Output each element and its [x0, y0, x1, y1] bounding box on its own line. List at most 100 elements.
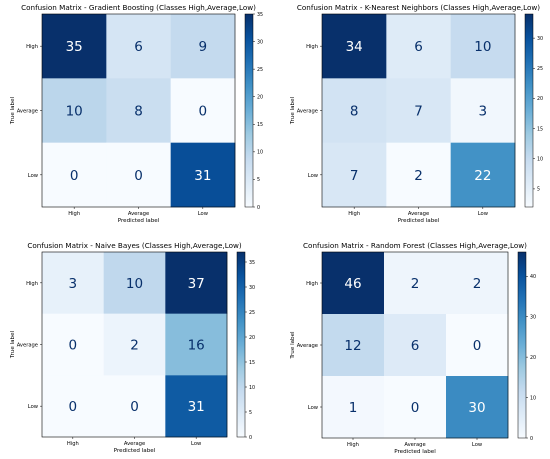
- x-tick-label: High: [348, 211, 360, 217]
- x-axis-label: Predicted label: [118, 218, 160, 224]
- confusion-matrix-panel-1: Confusion Matrix - Gradient Boosting (Cl…: [10, 3, 263, 224]
- x-tick-label: Low: [198, 211, 209, 217]
- y-tick-label: High: [26, 281, 38, 287]
- x-tick-label: Average: [408, 211, 429, 217]
- cell-value-label: 12: [344, 338, 361, 354]
- y-tick-label: Average: [297, 343, 318, 349]
- y-tick-label: High: [306, 44, 318, 50]
- colorbar-tick-label: 10: [257, 150, 263, 156]
- cell-value-label: 30: [468, 400, 485, 416]
- colorbar-tick-label: 0: [530, 436, 533, 442]
- colorbar-tick-label: 20: [530, 355, 536, 361]
- x-axis-label: Predicted label: [394, 449, 436, 455]
- heatmap-cell: [384, 314, 447, 377]
- heatmap-cell: [386, 14, 451, 79]
- heatmap-cell: [106, 142, 171, 208]
- cell-value-label: 22: [474, 168, 491, 184]
- chart-title: Confusion Matrix - K-Nearest Neighbors (…: [297, 3, 540, 12]
- heatmap-cell: [165, 313, 228, 376]
- cell-value-label: 0: [199, 104, 208, 120]
- cell-value-label: 46: [344, 276, 361, 292]
- heatmap-cell: [322, 376, 385, 439]
- heatmap-cell: [42, 78, 107, 143]
- cell-value-label: 0: [411, 400, 420, 416]
- heatmap-cell: [103, 375, 166, 438]
- colorbar-tick-label: 35: [249, 260, 255, 266]
- cell-value-label: 2: [473, 276, 482, 292]
- colorbar-tick-label: 25: [249, 310, 255, 316]
- heatmap-cell: [170, 142, 236, 208]
- cell-value-label: 31: [194, 168, 211, 184]
- y-tick-label: Average: [17, 343, 38, 349]
- cell-value-label: 9: [199, 39, 208, 55]
- heatmap-cell: [42, 252, 104, 314]
- cell-value-label: 10: [66, 104, 83, 120]
- x-tick-label: High: [347, 442, 359, 448]
- colorbar-tick-label: 35: [257, 12, 263, 18]
- heatmap-cell: [170, 14, 236, 79]
- y-tick-label: Average: [17, 109, 38, 115]
- x-tick-label: Low: [191, 441, 202, 447]
- x-tick-label: Average: [128, 211, 149, 217]
- chart-title: Confusion Matrix - Naive Bayes (Classes …: [27, 241, 242, 250]
- heatmap-cell: [42, 142, 107, 208]
- x-tick-label: Average: [124, 441, 145, 447]
- colorbar-tick-label: 0: [249, 435, 252, 441]
- cell-value-label: 0: [130, 399, 139, 415]
- cell-value-label: 1: [349, 400, 358, 416]
- colorbar-tick-label: 20: [537, 96, 543, 102]
- colorbar-tick-label: 30: [257, 39, 263, 45]
- heatmap-cell: [42, 313, 104, 376]
- colorbar-tick-label: 15: [249, 360, 255, 366]
- heatmap-cell: [42, 14, 107, 79]
- cell-value-label: 2: [411, 276, 420, 292]
- y-tick-label: Low: [308, 405, 319, 411]
- cell-value-label: 37: [188, 276, 205, 292]
- heatmap-cell: [170, 78, 236, 143]
- cell-value-label: 2: [414, 168, 423, 184]
- cell-value-label: 10: [126, 276, 143, 292]
- colorbar: [524, 13, 534, 208]
- colorbar-tick-label: 0: [257, 205, 260, 211]
- chart-title: Confusion Matrix - Random Forest (Classe…: [303, 241, 527, 250]
- colorbar-tick-label: 25: [257, 67, 263, 73]
- heatmap-cell: [165, 252, 228, 314]
- cell-value-label: 0: [69, 399, 78, 415]
- colorbar-tick-label: 10: [530, 395, 536, 401]
- cell-value-label: 16: [188, 338, 205, 354]
- heatmap-cell: [165, 375, 228, 438]
- cell-value-label: 8: [350, 104, 359, 120]
- x-axis-label: Predicted label: [114, 448, 156, 454]
- colorbar-tick-label: 5: [537, 187, 540, 193]
- heatmap-cell: [450, 14, 516, 79]
- heatmap-cell: [386, 78, 451, 143]
- colorbar-tick-label: 15: [257, 122, 263, 128]
- cell-value-label: 2: [130, 338, 139, 354]
- cell-value-label: 7: [414, 104, 423, 120]
- colorbar: [236, 251, 246, 438]
- heatmap-cell: [322, 14, 387, 79]
- cell-value-label: 0: [69, 338, 78, 354]
- heatmap-cell: [450, 78, 516, 143]
- colorbar-tick-label: 10: [537, 157, 543, 163]
- colorbar-tick-label: 20: [249, 335, 255, 341]
- cell-value-label: 6: [411, 338, 420, 354]
- y-axis-label: True label: [290, 331, 296, 360]
- x-tick-label: Low: [472, 442, 483, 448]
- heatmap-cell: [384, 376, 447, 439]
- cell-value-label: 0: [473, 338, 482, 354]
- heatmap-cell: [322, 314, 385, 377]
- colorbar-tick-label: 10: [249, 385, 255, 391]
- cell-value-label: 0: [70, 168, 79, 184]
- y-axis-label: True label: [10, 96, 16, 125]
- heatmap-cell: [386, 142, 451, 208]
- cell-value-label: 0: [134, 168, 143, 184]
- cell-value-label: 7: [350, 168, 359, 184]
- y-tick-label: Average: [297, 109, 318, 115]
- cell-value-label: 34: [346, 39, 363, 55]
- colorbar-tick-label: 20: [257, 95, 263, 101]
- x-tick-label: High: [67, 441, 79, 447]
- y-axis-label: True label: [290, 96, 296, 125]
- heatmap-cell: [446, 252, 509, 315]
